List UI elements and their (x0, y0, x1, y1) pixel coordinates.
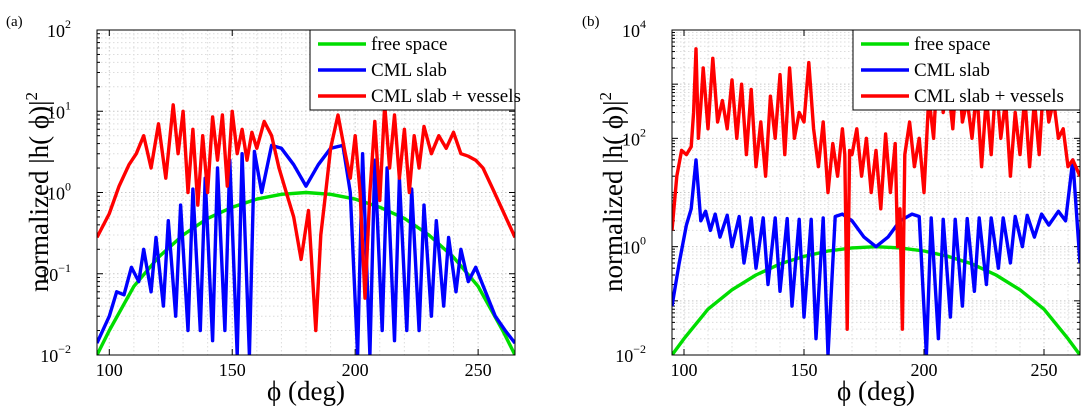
panel-b-y-axis-label: normalized |h( ϕ)|2 (596, 92, 628, 292)
legend-label: CML slab (914, 60, 990, 81)
legend-label: CML slab + vessels (914, 86, 1064, 107)
panel-a-x-axis-label: ϕ (deg) (267, 376, 345, 406)
legend-label: free space (371, 34, 447, 55)
x-tick-label: 250 (465, 360, 492, 380)
y-tick-label: 104 (622, 17, 646, 41)
legend-label: free space (914, 34, 990, 55)
series-line-cml-slab-vessels (97, 103, 515, 333)
x-tick-label: 150 (791, 360, 818, 380)
y-tick-label: 10−2 (40, 342, 71, 366)
y-tick-label: 10−1 (40, 261, 71, 285)
x-tick-label: 200 (342, 360, 369, 380)
panel-a-series (97, 103, 515, 355)
panel-b-label: (b) (582, 14, 600, 30)
legend-label: CML slab (371, 60, 447, 81)
svg-text:normalized |h( ϕ)|2: normalized |h( ϕ)|2 (22, 92, 54, 292)
panel-b-x-tick-labels: 100 150 200 250 (671, 360, 1058, 380)
x-tick-label: 100 (671, 360, 698, 380)
x-tick-label: 200 (911, 360, 938, 380)
y-tick-label: 10−2 (615, 342, 646, 366)
panel-b-legend: free space CML slab CML slab + vessels (852, 29, 1081, 111)
panel-a: (a) 100 150 200 250 10−2 10−1 100 101 102 ϕ (de… (6, 14, 521, 406)
x-tick-label: 150 (219, 360, 246, 380)
svg-text:normalized |h( ϕ)|2: normalized |h( ϕ)|2 (596, 92, 628, 292)
panel-b: (b) 100 150 200 250 10−2 100 102 104 ϕ (deg) n… (582, 14, 1081, 406)
panel-a-x-tick-labels: 100 150 200 250 (96, 360, 492, 380)
x-tick-label: 100 (96, 360, 123, 380)
y-tick-label: 102 (622, 125, 646, 149)
panel-a-label: (a) (6, 14, 23, 30)
panel-a-y-tick-labels: 10−2 10−1 100 101 102 (40, 17, 71, 366)
series-line-cml-slab (97, 143, 515, 355)
y-tick-label: 101 (47, 98, 71, 122)
x-tick-label: 250 (1031, 360, 1058, 380)
panel-a-legend: free space CML slab CML slab + vessels (309, 29, 521, 111)
series-line-cml-slab (672, 158, 1080, 355)
y-tick-label: 100 (622, 234, 646, 258)
y-tick-label: 100 (47, 180, 71, 204)
panel-a-frame (96, 29, 516, 356)
y-tick-label: 102 (47, 17, 71, 41)
panel-b-x-axis-label: ϕ (deg) (837, 376, 915, 406)
panel-a-y-axis-label: normalized |h( ϕ)|2 (22, 92, 54, 292)
legend-label: CML slab + vessels (371, 86, 521, 107)
panel-b-y-tick-labels: 10−2 100 102 104 (615, 17, 646, 366)
